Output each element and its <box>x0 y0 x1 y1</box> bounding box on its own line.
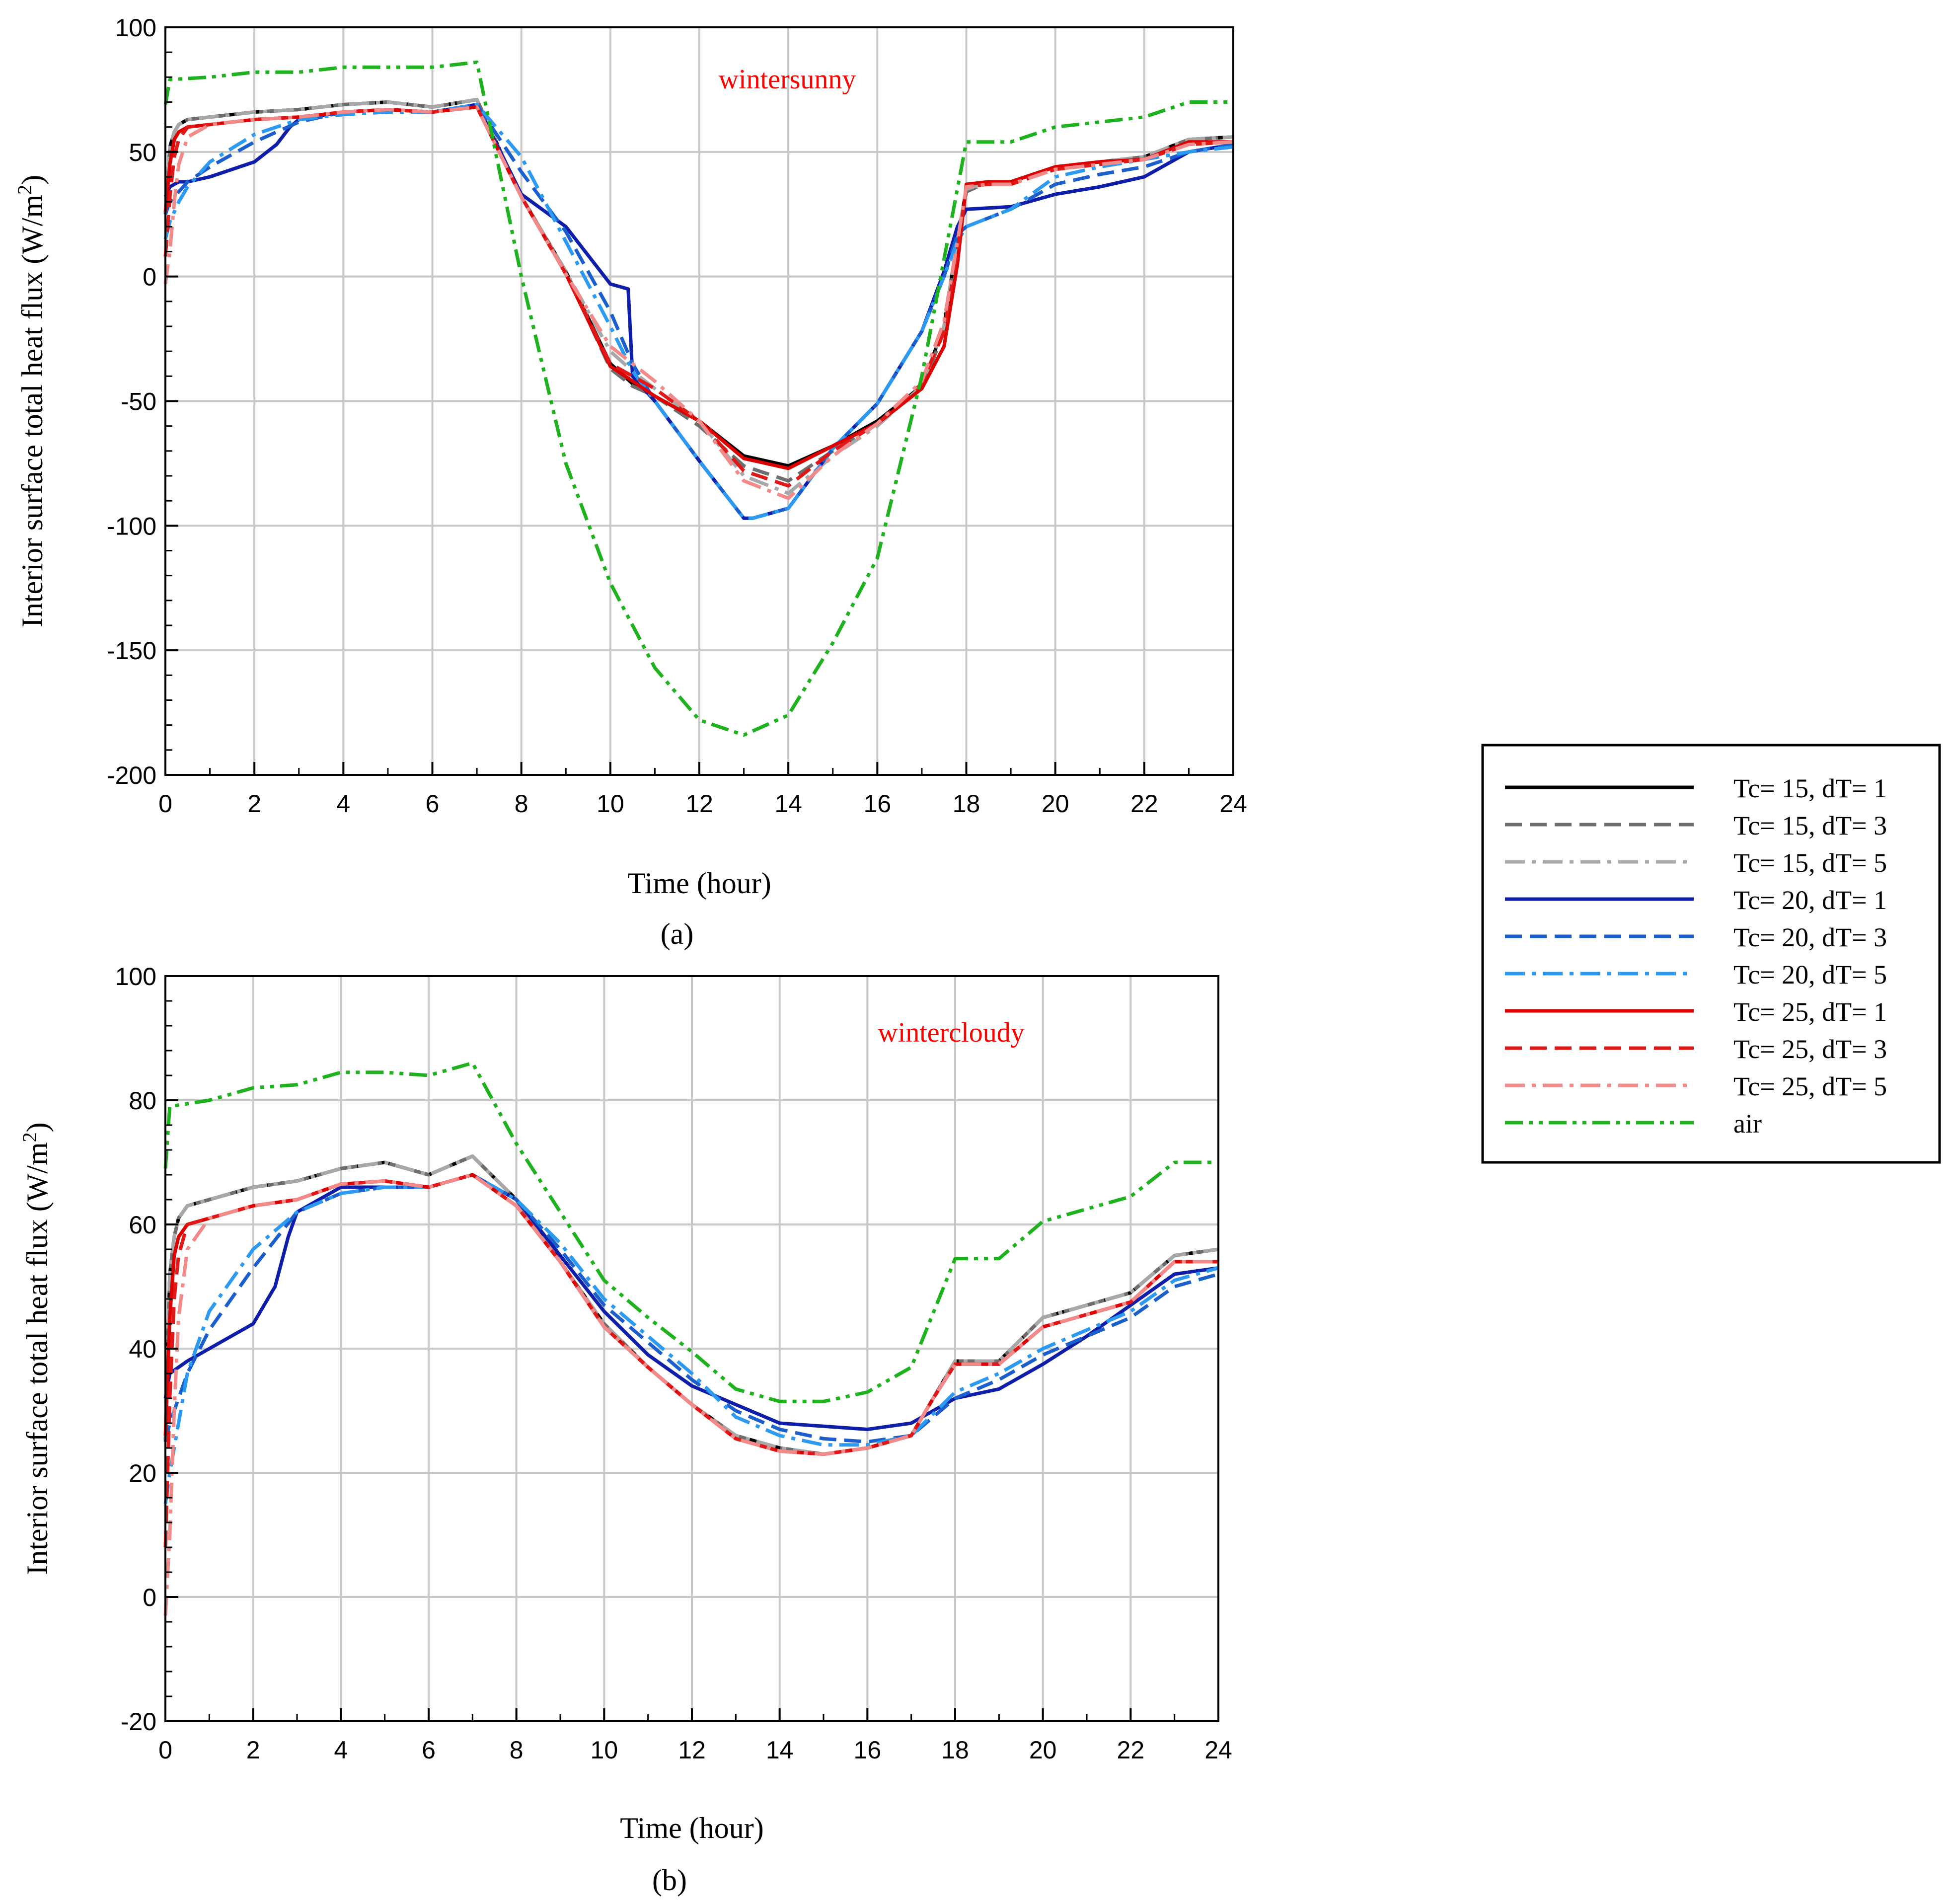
x-tick-label: 16 <box>854 1736 882 1764</box>
legend-items: Tc= 15, dT= 1 Tc= 15, dT= 3 Tc= 15, dT= 5 T… <box>1505 773 1887 1139</box>
y-tick-label: 100 <box>115 963 156 990</box>
x-tick-label: 10 <box>597 790 624 818</box>
panel-label-a: (a) <box>661 917 694 950</box>
y-axis-title-sup: 2 <box>18 1132 41 1142</box>
axis-ticks: 0 2 4 6 8 10 12 14 16 18 20 22 24-200-150-100-500501… <box>107 14 1247 818</box>
legend-label: air <box>1733 1109 1762 1139</box>
legend-label: Tc= 25, dT= 1 <box>1733 997 1887 1027</box>
series-line-5 <box>163 103 1234 520</box>
series-line-4 <box>163 1173 1219 1431</box>
x-tick-label: 24 <box>1204 1736 1232 1764</box>
x-tick-label: 22 <box>1130 790 1158 818</box>
y-tick-label: -20 <box>121 1708 156 1736</box>
x-tick-label: 18 <box>941 1736 969 1764</box>
y-tick-label: -100 <box>107 512 156 540</box>
legend-label: Tc= 20, dT= 5 <box>1733 960 1887 990</box>
x-tick-label: 6 <box>426 790 440 818</box>
series-line-9 <box>163 105 1234 500</box>
series-line-9 <box>163 1173 1218 1616</box>
y-axis-title-text: Interior surface total heat flux (W/m <box>16 195 49 627</box>
y-axis-title-text: Interior surface total heat flux (W/m <box>21 1142 54 1575</box>
y-tick-label: -150 <box>107 637 156 665</box>
x-tick-label: 6 <box>422 1736 436 1764</box>
annotation-wintercloudy: wintercloudy <box>878 1017 1024 1048</box>
y-tick-label: 20 <box>129 1459 156 1487</box>
y-tick-label: 80 <box>129 1087 156 1115</box>
legend-label: Tc= 15, dT= 3 <box>1733 811 1887 840</box>
x-tick-label: 22 <box>1117 1736 1145 1764</box>
x-tick-label: 12 <box>685 790 713 818</box>
legend: Tc= 15, dT= 1 Tc= 15, dT= 3 Tc= 15, dT= 5 T… <box>1481 744 1941 1164</box>
series-lines <box>163 60 1234 737</box>
y-tick-label: -200 <box>107 762 156 789</box>
x-tick-label: 24 <box>1219 790 1247 818</box>
chart-panel-a: 0 2 4 6 8 10 12 14 16 18 20 22 24-200-150-100-500501… <box>13 14 1247 950</box>
y-tick-label: 40 <box>129 1335 156 1363</box>
series-line-10 <box>163 1061 1218 1403</box>
x-tick-label: 20 <box>1029 1736 1057 1764</box>
legend-label: Tc= 15, dT= 1 <box>1733 773 1887 803</box>
x-tick-label: 14 <box>766 1736 794 1764</box>
legend-label: Tc= 25, dT= 5 <box>1733 1071 1887 1101</box>
x-tick-label: 0 <box>158 790 172 818</box>
y-tick-label: 60 <box>129 1211 156 1239</box>
legend-label: Tc= 25, dT= 3 <box>1733 1034 1887 1064</box>
annotation-wintersunny: wintersunny <box>719 64 856 95</box>
y-tick-label: -50 <box>121 388 156 416</box>
x-tick-label: 2 <box>246 1736 260 1764</box>
x-tick-label: 0 <box>158 1736 172 1764</box>
grid-lines <box>165 27 1233 775</box>
y-tick-label: 100 <box>115 14 156 42</box>
legend-label: Tc= 20, dT= 1 <box>1733 885 1887 915</box>
legend-label: Tc= 20, dT= 3 <box>1733 922 1887 952</box>
x-axis-title: Time (hour) <box>620 1812 763 1844</box>
x-tick-label: 16 <box>864 790 892 818</box>
grid-lines <box>165 976 1218 1721</box>
legend-label: Tc= 15, dT= 5 <box>1733 848 1887 878</box>
legend-box <box>1481 744 1941 1164</box>
x-tick-label: 4 <box>336 790 350 818</box>
x-axis-title: Time (hour) <box>627 867 771 900</box>
x-tick-label: 10 <box>591 1736 618 1764</box>
series-line-6 <box>163 103 1234 520</box>
x-tick-label: 18 <box>953 790 980 818</box>
x-tick-label: 20 <box>1042 790 1069 818</box>
x-tick-label: 14 <box>774 790 802 818</box>
series-line-6 <box>163 1173 1219 1504</box>
y-tick-label: 50 <box>129 139 156 166</box>
x-tick-label: 8 <box>510 1736 524 1764</box>
y-axis-title: Interior surface total heat flux (W/m2) <box>18 1122 54 1575</box>
x-tick-label: 2 <box>247 790 261 818</box>
x-tick-label: 8 <box>515 790 528 818</box>
y-axis-title-end: ) <box>21 1122 54 1132</box>
panel-label-b: (b) <box>652 1864 687 1897</box>
y-tick-label: 0 <box>143 1584 156 1611</box>
x-tick-label: 4 <box>334 1736 348 1764</box>
series-line-4 <box>163 103 1234 520</box>
y-tick-label: 0 <box>143 263 156 291</box>
y-axis-title: Interior surface total heat flux (W/m2) <box>13 175 49 627</box>
series-lines <box>163 1061 1219 1616</box>
x-tick-label: 12 <box>678 1736 706 1764</box>
y-axis-title-end: ) <box>16 175 49 185</box>
y-axis-title-sup: 2 <box>13 185 36 195</box>
series-line-5 <box>163 1173 1219 1444</box>
